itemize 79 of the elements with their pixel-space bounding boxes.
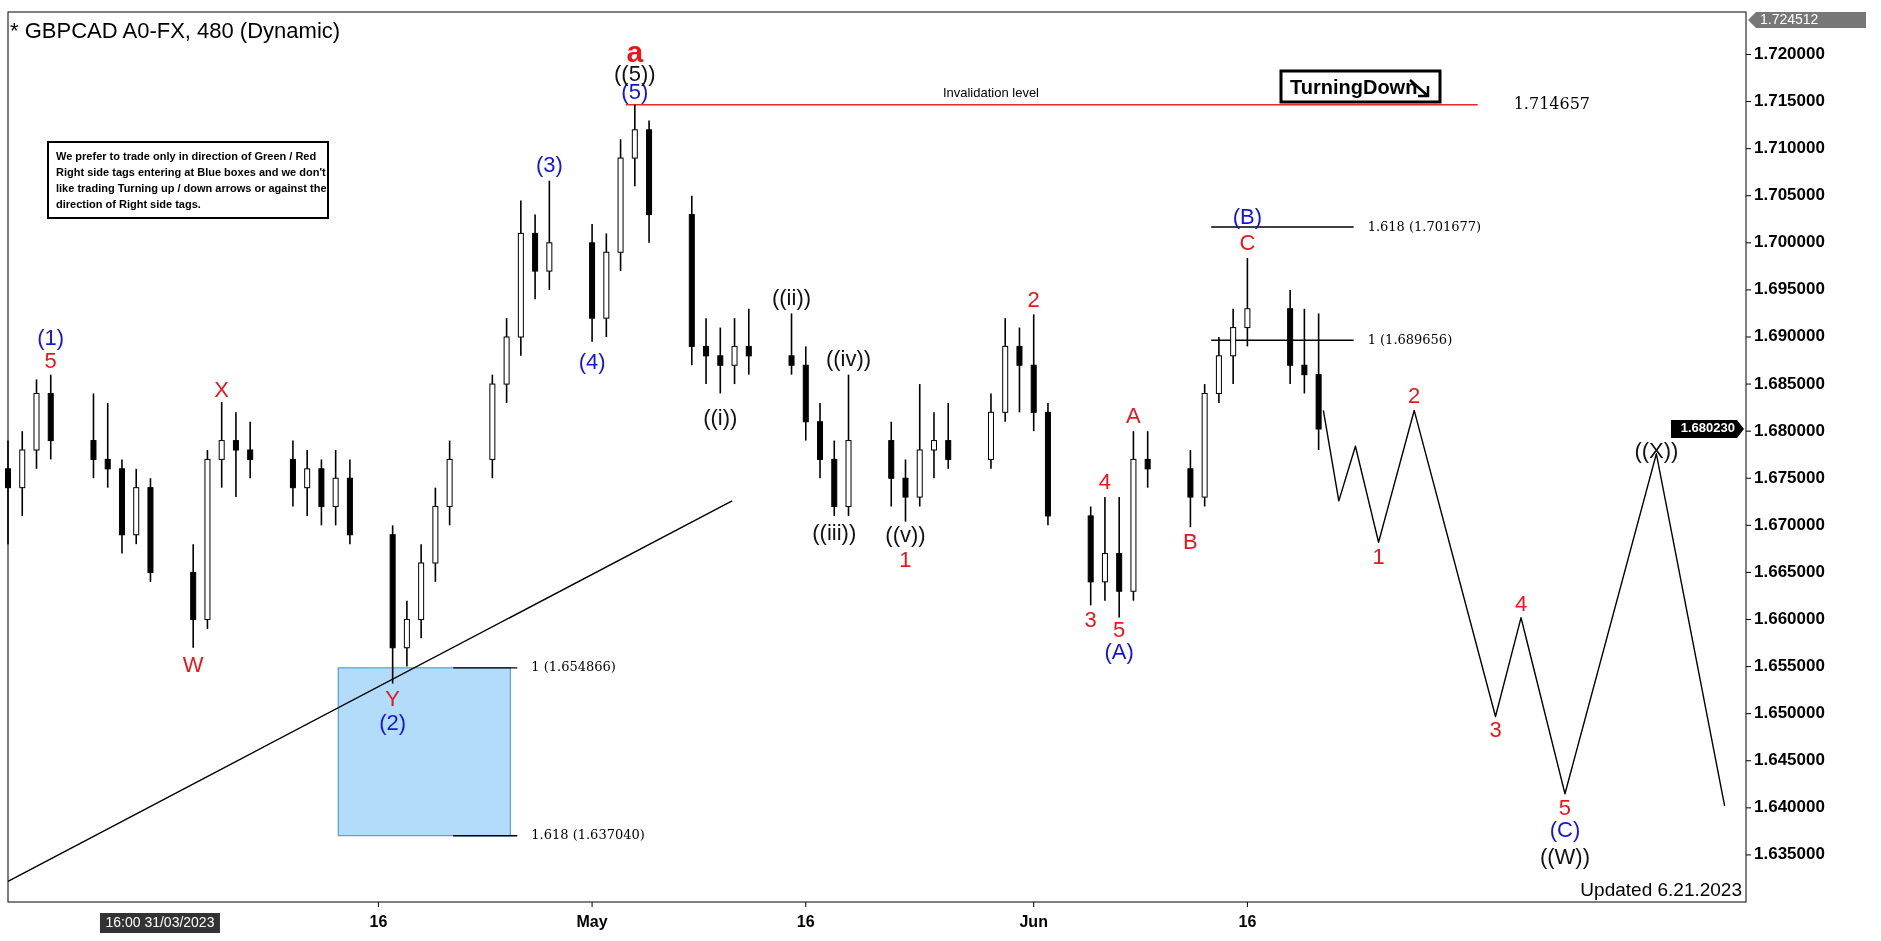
annotation: B xyxy=(1183,529,1198,555)
annotation: ((X)) xyxy=(1634,437,1679,463)
y-tick-label: 1.695000 xyxy=(1754,279,1825,299)
y-tick-label: 1.710000 xyxy=(1754,138,1825,158)
y-tick-label: 1.675000 xyxy=(1754,467,1825,487)
annotation: 1 (1.654866) xyxy=(531,659,616,675)
candlestick xyxy=(304,449,311,517)
annotation: ((iii)) xyxy=(812,519,857,545)
y-tick-label: 1.650000 xyxy=(1754,703,1825,723)
annotation: A xyxy=(1126,402,1142,428)
y-tick-label: 1.720000 xyxy=(1754,43,1825,63)
annotation: X xyxy=(214,376,230,402)
y-tick-label: 1.690000 xyxy=(1754,326,1825,346)
candlestick xyxy=(731,317,738,385)
annotation: 2 xyxy=(1408,383,1421,409)
y-tick-label: 1.705000 xyxy=(1754,185,1825,205)
candlestick xyxy=(247,420,254,480)
candlestick xyxy=(1144,430,1151,489)
annotation: 1.680230 xyxy=(1680,420,1735,436)
y-tick-label: 1.715000 xyxy=(1754,91,1825,111)
y-tick-label: 1.645000 xyxy=(1754,750,1825,770)
x-tick-label: May xyxy=(576,913,608,931)
annotation: (B) xyxy=(1232,203,1263,229)
y-tick-label: 1.700000 xyxy=(1754,232,1825,252)
annotation: 2 xyxy=(1027,287,1040,313)
y-tick-label: 1.635000 xyxy=(1754,844,1825,864)
annotation: Invalidation level xyxy=(942,84,1040,100)
annotation: Y xyxy=(385,686,401,712)
candlestick xyxy=(902,458,909,523)
annotation: C xyxy=(1239,229,1256,255)
x-tick-label: Jun xyxy=(1019,913,1048,931)
annotation: 1 xyxy=(1372,544,1385,570)
y-tick-label: 1.665000 xyxy=(1754,561,1825,581)
annotation: ((W)) xyxy=(1539,843,1590,869)
annotation: 1.714657 xyxy=(1513,94,1591,114)
annotation: W xyxy=(182,651,204,677)
annotation: TurningDown xyxy=(1290,76,1418,98)
candlestick xyxy=(930,411,937,480)
y-tick-label: 1.685000 xyxy=(1754,373,1825,393)
annotation: We prefer to trade only in direction of Green / Red Right side tags entering at Blue boxes and we don't like trading Turning up / down arrows or against the direction of Right side tags. xyxy=(56,150,327,210)
chart-title: * GBPCAD A0-FX, 480 (Dynamic) xyxy=(10,18,341,43)
annotation: (3) xyxy=(535,152,563,178)
annotation: 3 xyxy=(1084,607,1097,633)
annotation: (4) xyxy=(578,348,606,374)
annotation: Updated 6.21.2023 xyxy=(1580,879,1742,900)
candlestick xyxy=(218,401,225,489)
text: 1.724512 xyxy=(1760,10,1819,27)
annotation: 1 (1.689656) xyxy=(1367,331,1453,347)
x-tick-label: 16 xyxy=(1238,913,1257,931)
annotation: 4 xyxy=(1098,468,1112,494)
candlestick xyxy=(745,307,752,376)
y-tick-label: 1.680000 xyxy=(1754,420,1825,440)
annotation: ((i)) xyxy=(703,405,738,431)
candlestick xyxy=(703,317,710,385)
y-tick-label: 1.655000 xyxy=(1754,656,1825,676)
candlestick xyxy=(945,402,952,470)
annotation: 1.618 (1.637040) xyxy=(531,827,645,843)
y-tick-label: 1.660000 xyxy=(1754,608,1825,628)
annotation: (2) xyxy=(379,710,407,736)
candlestick xyxy=(788,312,795,376)
x-tick-label: 16:00 31/03/2023 xyxy=(105,913,215,930)
x-tick-label: 16 xyxy=(369,913,388,931)
annotation: ((v)) xyxy=(885,522,926,548)
candlestick xyxy=(717,326,724,395)
candlestick xyxy=(232,411,239,498)
y-tick-label: 1.670000 xyxy=(1754,514,1825,534)
x-tick-label: 16 xyxy=(796,913,815,931)
annotation: 1 xyxy=(899,547,912,573)
annotation: 1.618 (1.701677) xyxy=(1367,218,1482,234)
annotation: 5 xyxy=(44,348,57,374)
annotation: ((ii)) xyxy=(771,285,812,311)
annotation: 3 xyxy=(1489,717,1502,743)
annotation: 4 xyxy=(1514,591,1528,617)
y-tick-label: 1.640000 xyxy=(1754,797,1825,817)
annotation: (1) xyxy=(37,325,65,351)
candlestick xyxy=(104,402,111,489)
candlestick xyxy=(90,392,97,480)
annotation: ((iv)) xyxy=(825,346,872,372)
candlestick xyxy=(1016,326,1023,414)
